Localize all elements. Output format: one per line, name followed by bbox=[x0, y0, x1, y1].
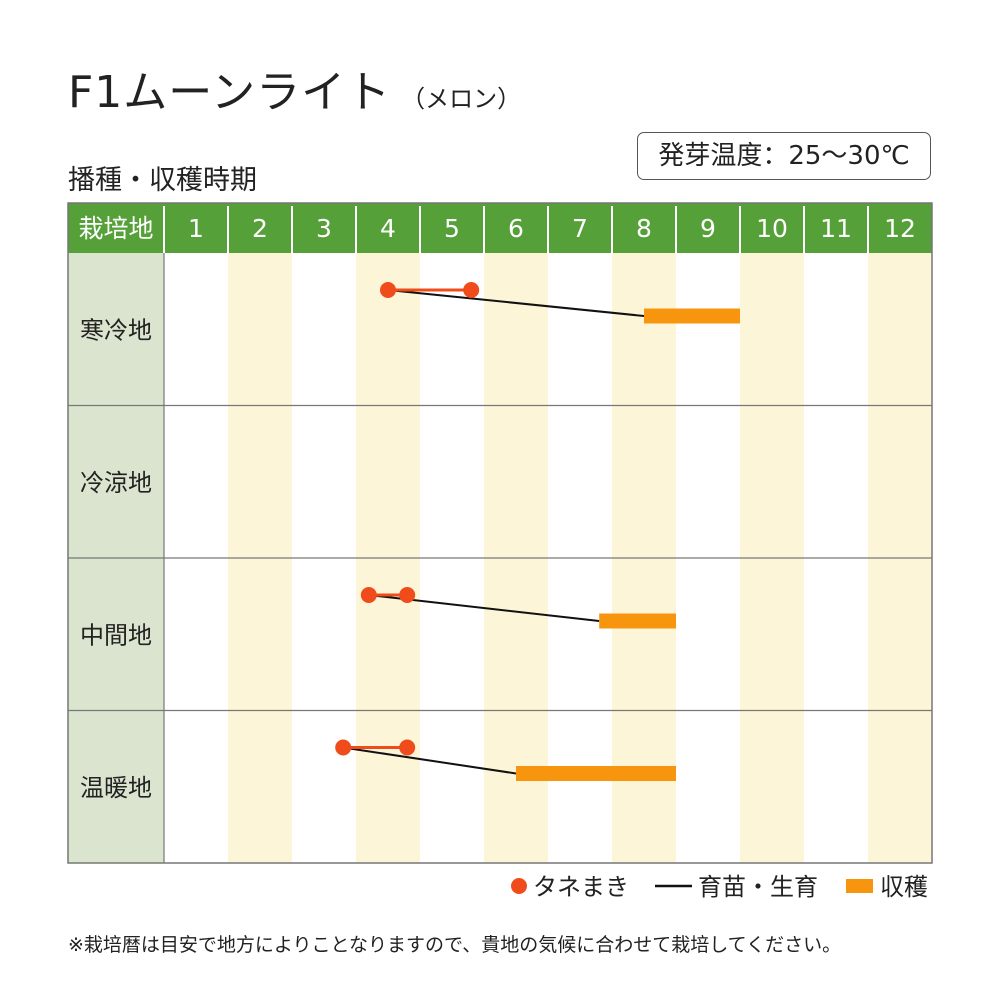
footnote: ※栽培暦は目安で地方によりことなりますので、貴地の気候に合わせて栽培してください… bbox=[68, 934, 842, 956]
month-label-10: 10 bbox=[756, 214, 788, 243]
month-label-1: 1 bbox=[188, 214, 204, 243]
table-border bbox=[67, 202, 933, 864]
month-label-2: 2 bbox=[252, 214, 268, 243]
harvest-bar-4 bbox=[516, 766, 676, 781]
sowing-start-dot-3 bbox=[360, 587, 377, 603]
sowing-end-dot-1 bbox=[463, 282, 480, 298]
section-subtitle: 播種・収穫時期 bbox=[68, 165, 257, 196]
month-label-3: 3 bbox=[316, 214, 332, 243]
harvest-bar-1 bbox=[644, 308, 740, 324]
sowing-end-dot-3 bbox=[399, 587, 416, 603]
header-label: 栽培地 bbox=[78, 214, 153, 243]
region-label-1: 寒冷地 bbox=[80, 316, 152, 344]
title-block: F1ムーンライト （メロン） bbox=[68, 56, 521, 120]
month-label-9: 9 bbox=[700, 214, 716, 243]
sowing-end-dot-4 bbox=[399, 739, 416, 756]
legend-harvest-label: 収穫 bbox=[880, 873, 928, 901]
legend-sowing-icon bbox=[511, 878, 527, 894]
month-label-6: 6 bbox=[508, 214, 524, 243]
sowing-start-dot-4 bbox=[335, 739, 352, 756]
month-label-5: 5 bbox=[444, 214, 460, 243]
month-label-8: 8 bbox=[636, 214, 652, 243]
month-label-11: 11 bbox=[820, 214, 852, 243]
page-title-sub: （メロン） bbox=[401, 85, 522, 113]
region-label-4: 温暖地 bbox=[80, 774, 152, 802]
header-bar bbox=[68, 203, 932, 253]
legend-sowing-label: タネまき bbox=[533, 873, 629, 901]
month-label-4: 4 bbox=[380, 214, 396, 243]
region-label-2: 冷涼地 bbox=[80, 469, 152, 497]
region-label-3: 中間地 bbox=[80, 621, 152, 649]
harvest-bar-3 bbox=[599, 613, 676, 629]
legend-growing-label: 育苗・生育 bbox=[698, 873, 818, 901]
legend-harvest-icon bbox=[846, 879, 873, 893]
month-label-12: 12 bbox=[884, 214, 916, 243]
germination-temperature-badge: 発芽温度：25〜30℃ bbox=[637, 132, 931, 180]
month-label-7: 7 bbox=[572, 214, 588, 243]
growing-line-1 bbox=[387, 289, 645, 317]
sowing-start-dot-1 bbox=[380, 282, 396, 298]
page-title: F1ムーンライト bbox=[68, 67, 392, 118]
growing-line-4 bbox=[343, 746, 517, 775]
